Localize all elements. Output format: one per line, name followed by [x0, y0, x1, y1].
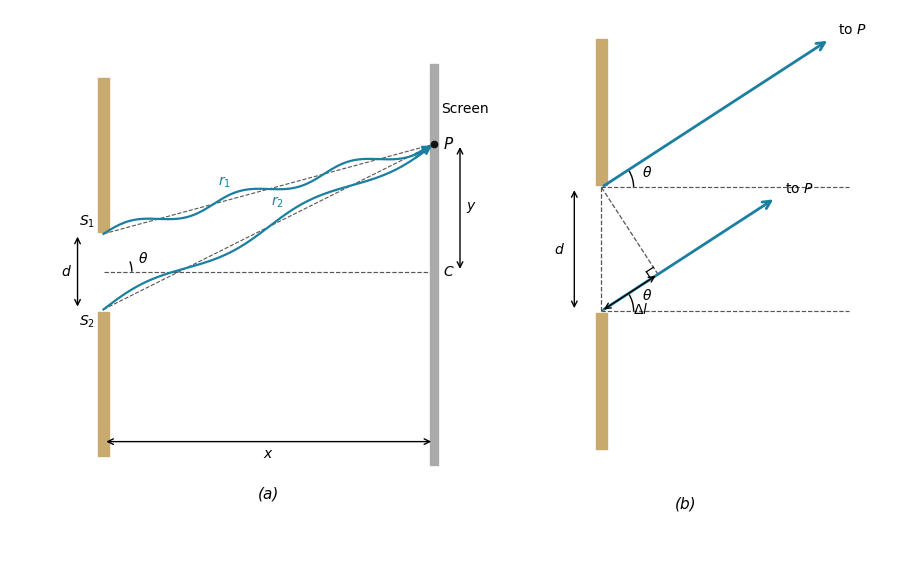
Text: Screen: Screen [441, 102, 489, 116]
Text: $C$: $C$ [442, 265, 454, 279]
Text: $x$: $x$ [263, 447, 274, 461]
Text: to $P$: to $P$ [838, 23, 867, 37]
Text: $d$: $d$ [554, 241, 565, 257]
Text: $d$: $d$ [61, 264, 72, 279]
Text: $S_1$: $S_1$ [79, 214, 95, 230]
Text: $S_2$: $S_2$ [79, 313, 95, 329]
Text: (a): (a) [258, 486, 280, 501]
Text: $P$: $P$ [442, 136, 454, 152]
Text: $\Delta l$: $\Delta l$ [633, 302, 648, 317]
Text: (b): (b) [675, 497, 696, 512]
Text: $\theta$: $\theta$ [642, 288, 652, 303]
Text: $\theta$: $\theta$ [642, 165, 652, 179]
Text: $y$: $y$ [466, 200, 477, 215]
Text: $\theta$: $\theta$ [137, 251, 148, 266]
Text: $r_1$: $r_1$ [218, 175, 231, 190]
Text: $r_2$: $r_2$ [271, 195, 283, 210]
Text: to $P$: to $P$ [785, 182, 814, 196]
